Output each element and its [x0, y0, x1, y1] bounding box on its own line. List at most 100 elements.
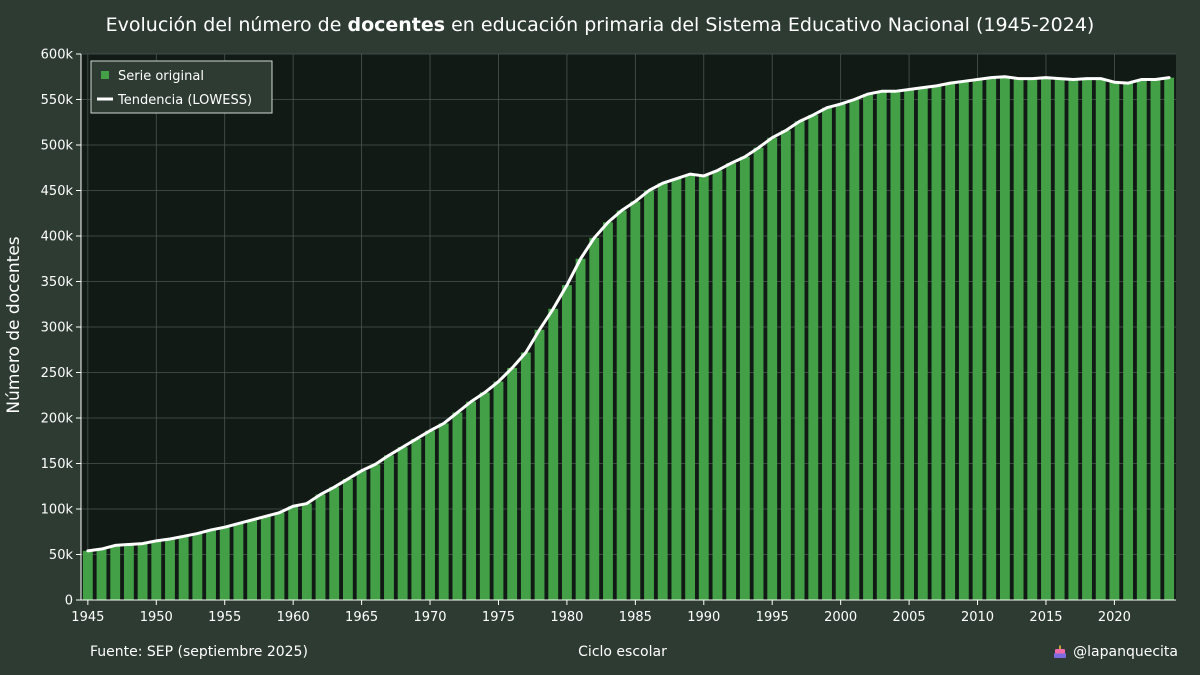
bar — [1082, 78, 1092, 600]
y-tick-label: 400k — [41, 230, 74, 245]
bar — [452, 412, 463, 600]
bar — [835, 104, 846, 601]
bar — [274, 512, 285, 600]
x-tick-label: 2005 — [893, 610, 926, 625]
bar — [411, 438, 422, 600]
x-tick-label: 1965 — [345, 610, 378, 625]
bar — [931, 85, 942, 601]
bar — [1136, 79, 1147, 601]
bar — [233, 523, 244, 600]
bar — [863, 94, 873, 600]
y-tick-label: 600k — [41, 48, 74, 63]
bar — [329, 487, 340, 600]
legend-label: Tendencia (LOWESS) — [117, 93, 252, 108]
legend-swatch-bar — [101, 71, 109, 79]
y-tick-label: 250k — [41, 366, 74, 381]
y-tick-label: 550k — [41, 93, 74, 108]
y-tick-label: 100k — [41, 503, 74, 518]
legend: Serie original Tendencia (LOWESS) — [90, 60, 273, 114]
bar — [904, 89, 915, 601]
bar — [192, 533, 203, 600]
bar — [260, 516, 271, 600]
x-tick-label: 1990 — [687, 610, 720, 625]
bar — [370, 464, 381, 600]
bar — [739, 156, 750, 600]
bar — [794, 121, 805, 600]
bar — [137, 543, 148, 600]
bar — [151, 540, 162, 600]
bar — [397, 447, 408, 600]
x-tick-label: 1995 — [756, 610, 789, 625]
bar — [603, 222, 613, 600]
trend-line — [86, 75, 1171, 553]
bar — [890, 91, 901, 600]
bar — [1109, 82, 1120, 600]
x-tick-label: 1970 — [413, 610, 446, 625]
bar — [1164, 77, 1175, 600]
bar-layer — [82, 76, 1175, 601]
bar — [534, 329, 545, 600]
bar — [96, 549, 107, 600]
bar — [1150, 79, 1161, 601]
bar — [123, 544, 134, 600]
legend-label: Serie original — [118, 69, 204, 84]
bar — [958, 81, 969, 601]
bar — [178, 536, 189, 600]
x-axis-title: Ciclo escolar — [578, 644, 667, 660]
bar — [1068, 79, 1079, 601]
legend-box — [90, 60, 273, 114]
bar — [726, 163, 737, 600]
x-tick-label: 2010 — [961, 610, 994, 625]
bar — [247, 519, 258, 600]
bar — [301, 503, 312, 600]
bar — [288, 506, 299, 600]
bar — [808, 114, 819, 600]
bar — [767, 137, 778, 600]
bar — [438, 423, 449, 600]
x-tick-label: 1955 — [208, 610, 241, 625]
bar — [644, 190, 654, 600]
bar — [657, 183, 668, 600]
x-tick-label: 1980 — [550, 610, 583, 625]
bar — [466, 401, 477, 600]
author-handle[interactable]: @lapanquecita — [1053, 644, 1178, 660]
y-tick-label: 500k — [41, 139, 74, 154]
source-note: Fuente: SEP (septiembre 2025) — [90, 644, 308, 660]
bar — [1054, 78, 1065, 600]
cake-icon — [1054, 645, 1067, 658]
bar — [110, 545, 121, 600]
y-tick-label: 450k — [41, 184, 74, 199]
x-tick-label: 2015 — [1029, 610, 1062, 625]
bar — [425, 430, 435, 600]
axis-layer: 0 50k 100k 150k 200k 250k 300k 350k 400k 450k 500k… — [41, 48, 1176, 625]
bar — [520, 352, 531, 600]
bar — [356, 470, 367, 600]
bar — [548, 308, 559, 600]
bar — [561, 285, 572, 600]
author-handle-text: @lapanquecita — [1073, 644, 1178, 660]
x-tick-label: 2000 — [824, 610, 857, 625]
bar — [206, 529, 216, 600]
bar — [82, 550, 93, 600]
bar — [876, 91, 887, 600]
bar — [165, 539, 175, 600]
bar — [986, 77, 997, 600]
bar — [384, 455, 394, 600]
chart-title: Evolución del número de docentes en educ… — [0, 14, 1200, 36]
y-tick-label: 300k — [41, 321, 74, 336]
y-tick-label: 0 — [65, 594, 73, 609]
bar — [1041, 77, 1051, 600]
bar — [999, 76, 1010, 600]
x-tick-label: 1960 — [277, 610, 310, 625]
x-tick-label: 2020 — [1098, 610, 1131, 625]
x-tick-label: 1975 — [482, 610, 515, 625]
chart-title-prefix: Evolución del número de — [105, 14, 348, 36]
bar — [315, 494, 326, 600]
bar — [1123, 83, 1134, 601]
x-tick-label: 1985 — [619, 610, 652, 625]
bar — [671, 178, 682, 601]
bar — [589, 237, 600, 600]
x-tick-label: 1945 — [71, 610, 104, 625]
bar — [822, 107, 832, 600]
bar — [1095, 78, 1106, 600]
